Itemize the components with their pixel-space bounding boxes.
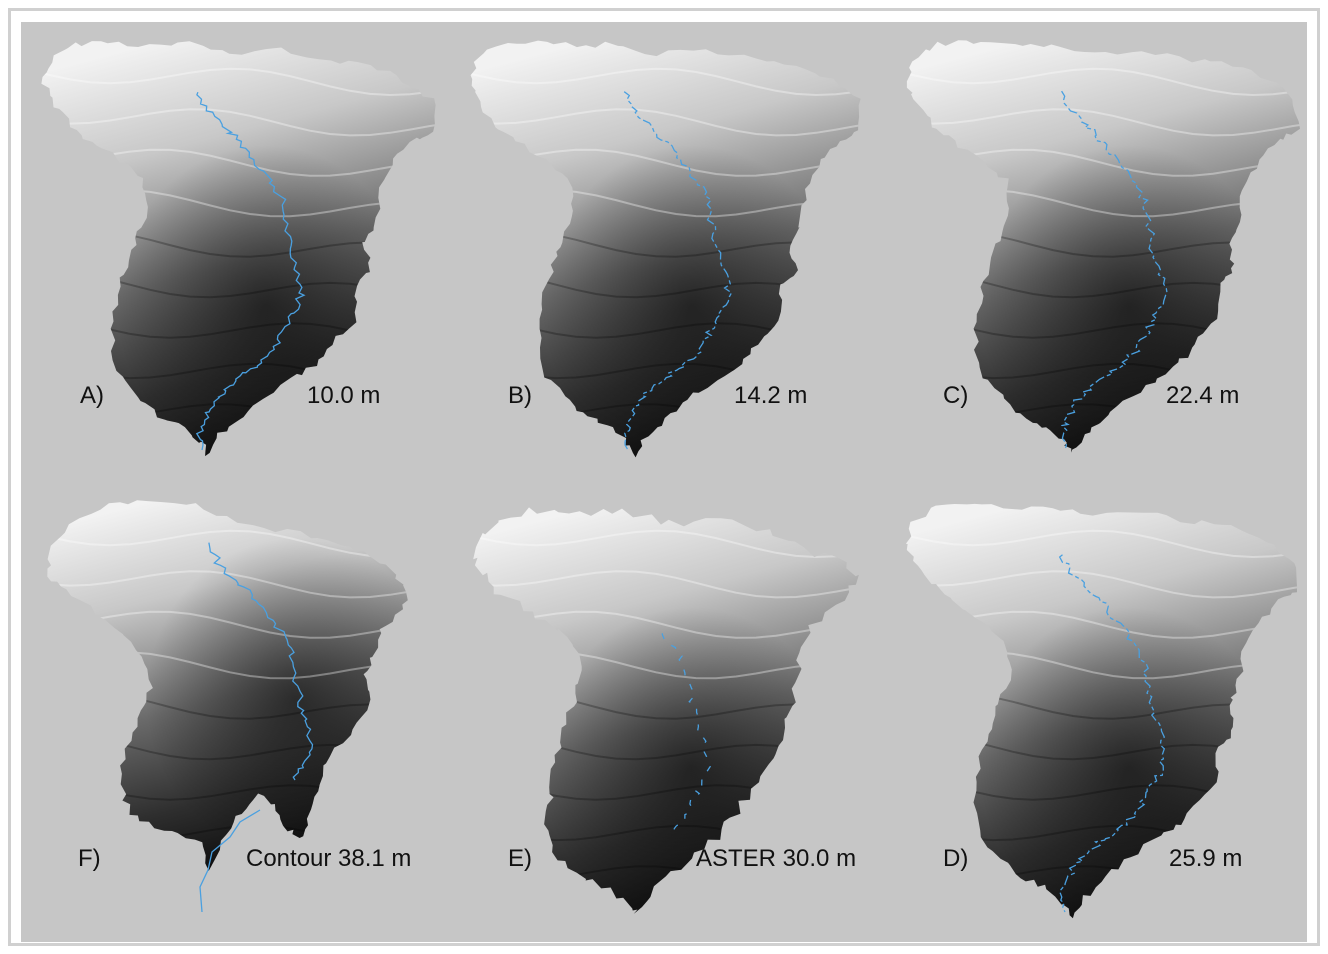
panel-letter: D) bbox=[943, 845, 969, 872]
panel-d: D) 25.9 m bbox=[893, 492, 1321, 952]
valley-shading bbox=[470, 40, 861, 458]
panel-f: F) Contour 38.1 m bbox=[30, 492, 458, 952]
valley-shading bbox=[47, 500, 408, 871]
panel-letter: C) bbox=[943, 382, 969, 409]
panel-letter: F) bbox=[78, 845, 101, 872]
stream-outlet-line bbox=[199, 809, 261, 913]
panel-resolution: 25.9 m bbox=[1169, 845, 1243, 872]
dem-hillshade-f bbox=[47, 500, 408, 913]
panel-e: E) ASTER 30.0 m bbox=[456, 492, 884, 952]
stream-line bbox=[1058, 554, 1166, 913]
stream-line bbox=[623, 91, 733, 451]
panel-letter: B) bbox=[508, 382, 532, 409]
panel-resolution: 10.0 m bbox=[307, 382, 381, 409]
valley-shading bbox=[906, 40, 1301, 453]
dem-hillshade-a bbox=[41, 41, 436, 457]
panel-c: C) 22.4 m bbox=[893, 30, 1321, 490]
panel-resolution: ASTER 30.0 m bbox=[696, 845, 857, 872]
panel-resolution: 22.4 m bbox=[1166, 382, 1240, 409]
stream-line bbox=[195, 91, 306, 451]
stream-line bbox=[1060, 90, 1168, 451]
valley-shading bbox=[41, 41, 436, 457]
dem-hillshade-b bbox=[470, 40, 861, 458]
valley-shading bbox=[905, 503, 1298, 919]
stream-line bbox=[208, 542, 314, 781]
valley-shading bbox=[473, 507, 859, 914]
panel-letter: E) bbox=[508, 845, 532, 872]
panel-resolution: 14.2 m bbox=[734, 382, 808, 409]
panel-a: A) 10.0 m bbox=[30, 30, 458, 490]
dem-hillshade-e bbox=[473, 507, 859, 914]
panel-letter: A) bbox=[80, 382, 104, 409]
stream-line bbox=[661, 633, 711, 835]
panel-resolution: Contour 38.1 m bbox=[246, 845, 412, 872]
dem-hillshade-c bbox=[906, 40, 1301, 453]
dem-hillshade-d bbox=[905, 503, 1298, 919]
panel-b: B) 14.2 m bbox=[456, 30, 884, 490]
